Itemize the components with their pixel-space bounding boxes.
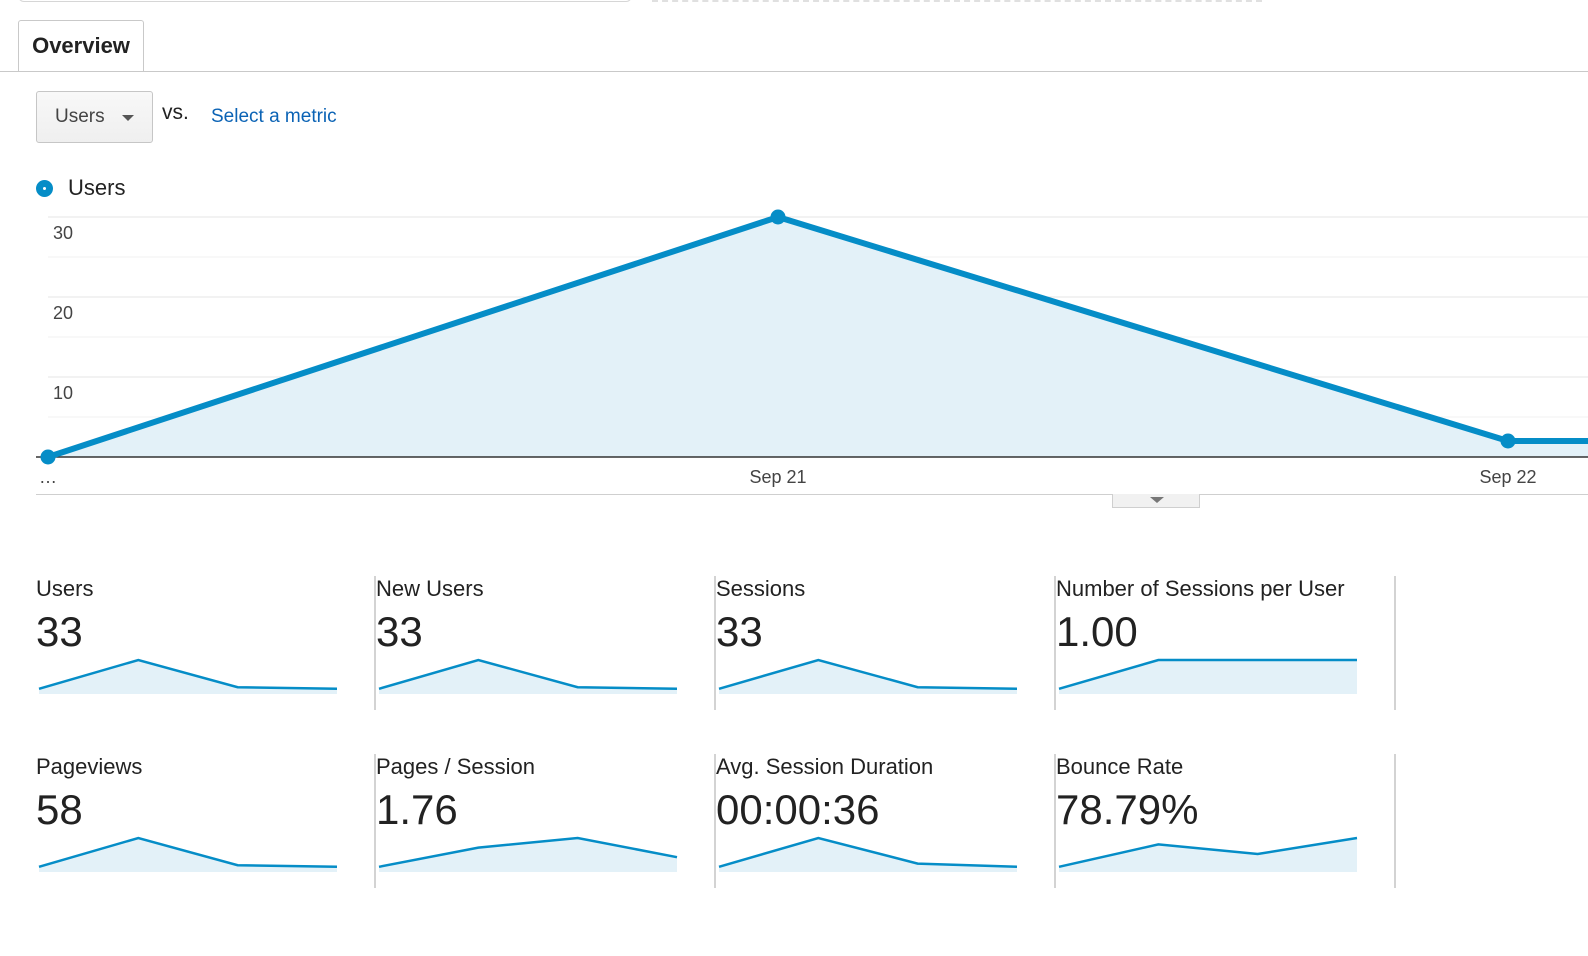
sparkline xyxy=(378,658,678,694)
metric-tile-value: 33 xyxy=(36,608,83,655)
chart-legend: Users xyxy=(36,174,125,202)
metric-tile-value: 1.76 xyxy=(376,786,458,833)
sparkline-line xyxy=(718,836,1018,869)
sparkline-line xyxy=(38,658,338,691)
metric-tile-value: 58 xyxy=(36,786,83,833)
sparkline xyxy=(38,658,338,694)
sparkline-area xyxy=(1059,838,1357,872)
sparkline xyxy=(378,836,678,872)
metric-dropdown[interactable]: Users xyxy=(36,91,153,143)
metric-tile-value: 00:00:36 xyxy=(716,786,880,833)
metric-tile-value: 78.79% xyxy=(1056,786,1199,833)
metric-dropdown-label: Users xyxy=(55,106,105,127)
metric-tile-label: Users xyxy=(36,576,94,601)
data-point[interactable] xyxy=(40,449,56,465)
sparkline xyxy=(38,836,338,872)
users-over-time-chart: 10 20 30 … Sep 21 Sep 22 xyxy=(36,209,1588,487)
sparkline-line xyxy=(38,836,338,869)
y-tick-label: 20 xyxy=(53,303,73,323)
metric-tile[interactable]: Avg. Session Duration 00:00:36 xyxy=(716,754,1056,888)
tab-overview[interactable]: Overview xyxy=(18,20,144,72)
data-point[interactable] xyxy=(1500,433,1516,449)
metric-tile[interactable]: New Users 33 xyxy=(376,576,716,710)
metric-tile[interactable]: Users 33 xyxy=(36,576,376,710)
metric-tile-label: New Users xyxy=(376,576,484,601)
metric-tile[interactable]: Pageviews 58 xyxy=(36,754,376,888)
metric-tile-label: Sessions xyxy=(716,576,806,601)
y-tick-label: 30 xyxy=(53,223,73,243)
chart-bottom-border xyxy=(36,494,1588,495)
chart-collapse-handle[interactable] xyxy=(1112,494,1200,508)
sparkline-line xyxy=(718,658,1018,691)
metric-tile-label: Bounce Rate xyxy=(1056,754,1184,779)
sparkline xyxy=(718,658,1018,694)
x-tick-label: Sep 22 xyxy=(1479,467,1536,487)
segment-bar xyxy=(18,0,632,2)
vs-label: vs. xyxy=(162,101,189,124)
legend-label-users: Users xyxy=(68,175,126,200)
sparkline-line xyxy=(378,836,678,869)
metric-tile[interactable]: Bounce Rate 78.79% xyxy=(1056,754,1396,888)
sparkline xyxy=(1058,836,1358,872)
sparkline-line xyxy=(1058,836,1358,869)
sparkline-area xyxy=(379,838,677,872)
metric-tile-value: 33 xyxy=(716,608,763,655)
series-area-users xyxy=(48,217,1588,457)
x-tick-label: Sep 21 xyxy=(749,467,806,487)
series-line-users xyxy=(47,214,1588,460)
legend-marker-icon xyxy=(36,179,53,197)
select-metric-link[interactable]: Select a metric xyxy=(211,106,337,127)
metric-tile[interactable]: Sessions 33 xyxy=(716,576,1056,710)
metric-tile-value: 33 xyxy=(376,608,423,655)
x-tick-label: … xyxy=(39,467,57,487)
add-segment-placeholder xyxy=(652,0,1262,2)
sparkline-line xyxy=(1058,658,1357,691)
tabs-divider xyxy=(0,71,1588,72)
data-point[interactable] xyxy=(770,209,786,225)
sparkline xyxy=(718,836,1018,872)
sparkline xyxy=(1058,658,1357,694)
metric-tile[interactable]: Number of Sessions per User 1.00 xyxy=(1056,576,1396,710)
y-tick-label: 10 xyxy=(53,383,73,403)
metric-tile-label: Pages / Session xyxy=(376,754,535,779)
metric-tile[interactable]: Pages / Session 1.76 xyxy=(376,754,716,888)
sparkline-line xyxy=(378,658,678,691)
chevron-down-icon xyxy=(122,115,134,121)
metric-tile-value: 1.00 xyxy=(1056,608,1138,655)
metric-tile-label: Pageviews xyxy=(36,754,143,779)
metric-tile-label: Avg. Session Duration xyxy=(716,754,934,779)
metric-tile-label: Number of Sessions per User xyxy=(1056,576,1345,601)
